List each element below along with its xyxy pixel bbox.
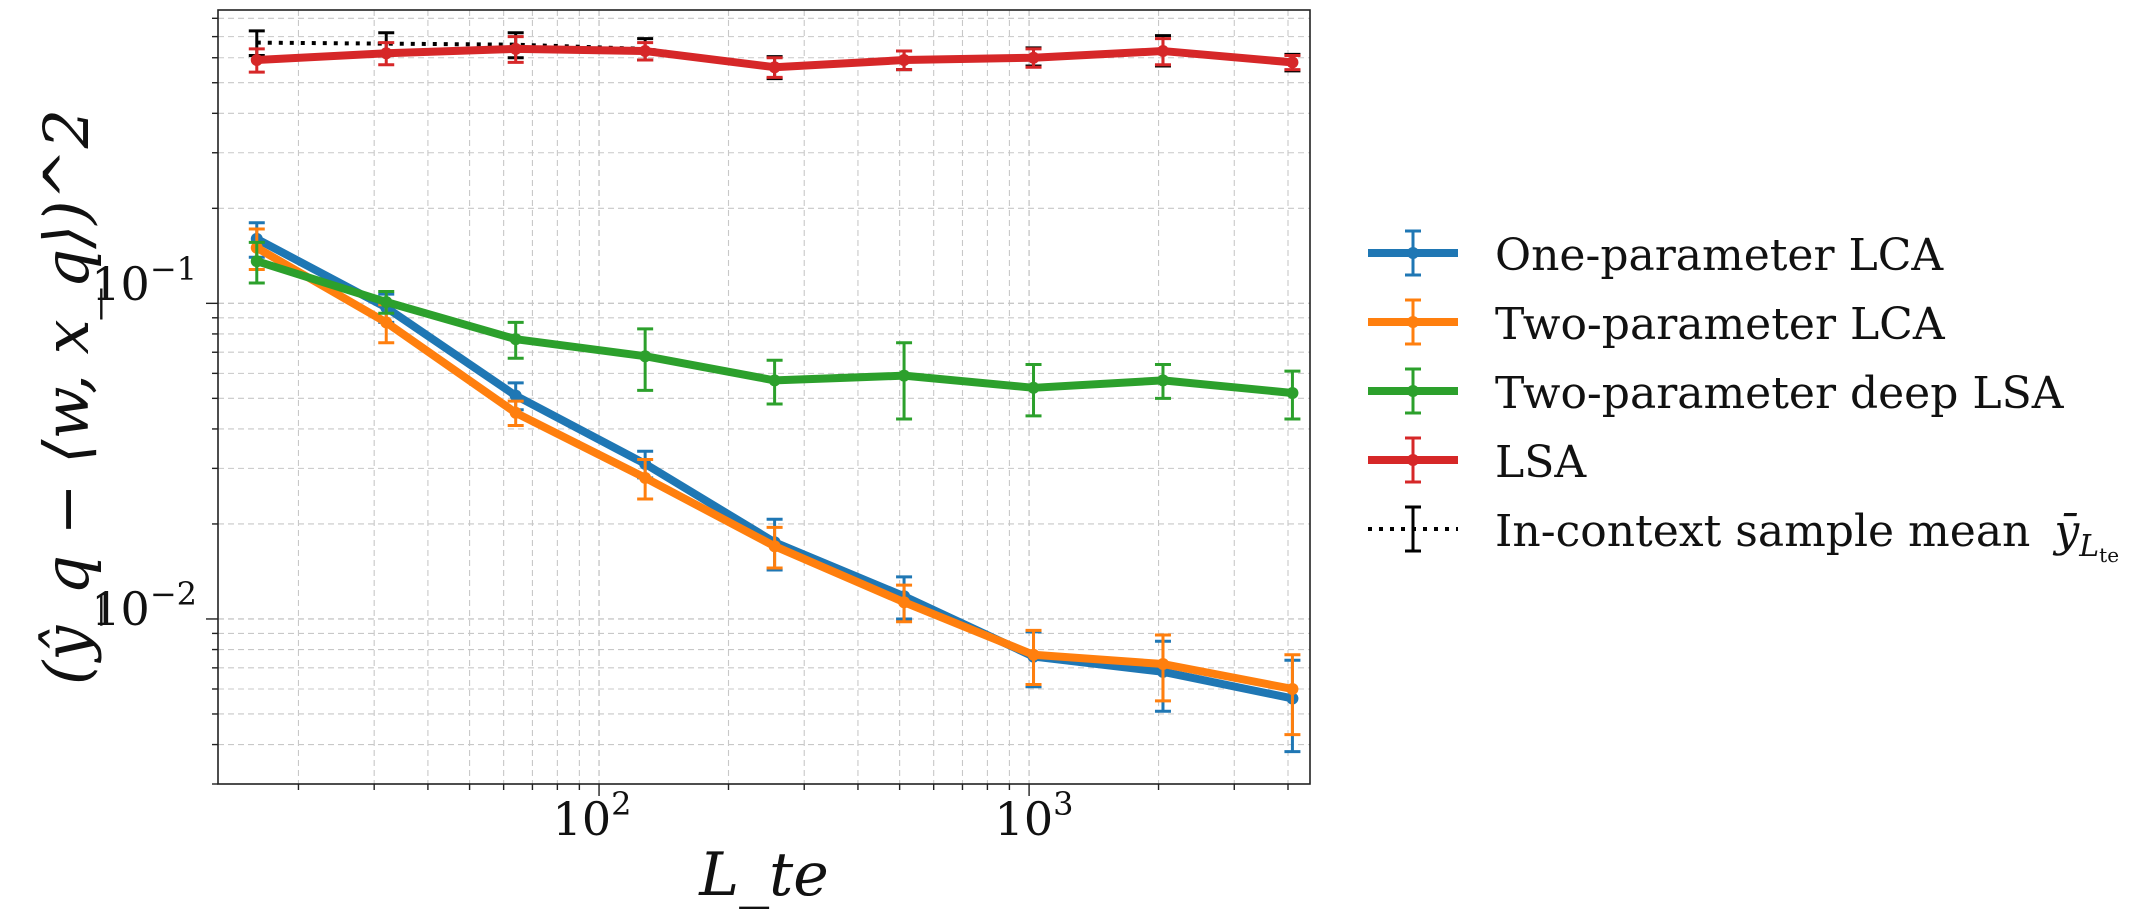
- data-point: [250, 255, 263, 268]
- legend-label-in-context-sample-mean: In-context sample mean: [1495, 506, 2030, 557]
- data-point: [1027, 51, 1040, 64]
- data-point: [1156, 45, 1169, 58]
- legend: One-parameter LCA Two-parameter LCA Two-…: [1368, 229, 2119, 567]
- legend-entry-two-parameter-lca: Two-parameter LCA: [1368, 298, 1946, 350]
- x-tick-label-1000: 103: [995, 785, 1074, 846]
- data-point: [1027, 648, 1040, 661]
- svg-text:103: 103: [995, 785, 1074, 846]
- x-tick-1000-base: 10: [995, 792, 1054, 846]
- legend-symbol-subsub: te: [2099, 543, 2119, 567]
- data-point: [898, 369, 911, 382]
- series-lsa: [248, 35, 1301, 79]
- legend-entry-two-parameter-deep-lsa: Two-parameter deep LSA: [1368, 367, 2065, 419]
- legend-entry-one-parameter-lca: One-parameter LCA: [1368, 229, 1944, 281]
- legend-entry-in-context-sample-mean: In-context sample mean ȳLte: [1368, 505, 2119, 567]
- data-point: [1156, 374, 1169, 387]
- legend-label-one-parameter-lca: One-parameter LCA: [1495, 230, 1944, 281]
- legend-swatch: [1368, 436, 1458, 484]
- legend-marker: [1407, 316, 1419, 328]
- data-point: [380, 295, 393, 308]
- data-point: [509, 333, 522, 346]
- data-point: [768, 61, 781, 74]
- x-tick-100-exp: 2: [611, 785, 631, 823]
- data-point: [898, 596, 911, 609]
- x-tick-1000-exp: 3: [1053, 785, 1073, 823]
- y-tick-label-0.1: 10−1: [91, 250, 197, 311]
- y-tick-0.01-exp: −2: [150, 575, 197, 613]
- data-point: [768, 540, 781, 553]
- data-point: [250, 54, 263, 67]
- legend-symbol-base: ȳ: [2052, 506, 2080, 557]
- series-two-parameter-lca: [248, 227, 1301, 737]
- x-axis-label: L_te: [698, 840, 828, 910]
- data-point: [1286, 682, 1299, 695]
- legend-label-two-parameter-deep-lsa: Two-parameter deep LSA: [1495, 368, 2065, 419]
- data-point: [639, 350, 652, 363]
- axis-ticks: [206, 17, 1289, 796]
- y-tick-0.01-base: 10: [91, 582, 150, 636]
- legend-swatch: [1368, 505, 1458, 553]
- data-point: [639, 471, 652, 484]
- data-point: [1286, 56, 1299, 69]
- data-point: [1286, 386, 1299, 399]
- legend-symbol-sub: L: [2078, 529, 2099, 564]
- data-point: [639, 45, 652, 58]
- data-point: [898, 54, 911, 67]
- svg-text:102: 102: [553, 785, 632, 846]
- data-point: [380, 47, 393, 60]
- series-two-parameter-deep-lsa: [248, 240, 1301, 421]
- data-point: [509, 42, 522, 55]
- y-tick-0.1-exp: −1: [150, 250, 197, 288]
- legend-label-lsa: LSA: [1495, 437, 1587, 488]
- svg-text:10−2: 10−2: [91, 575, 197, 636]
- series-layer: [248, 29, 1301, 754]
- legend-marker: [1407, 385, 1419, 397]
- svg-text:10−1: 10−1: [91, 250, 197, 311]
- svg-text:In-context sample mean: In-context sample mean ȳLte: [1495, 506, 2119, 567]
- legend-label-two-parameter-lca: Two-parameter LCA: [1495, 299, 1946, 350]
- legend-entry-lsa: LSA: [1368, 436, 1587, 488]
- legend-swatch: [1368, 367, 1458, 415]
- plot-frame: [217, 9, 1311, 785]
- legend-marker: [1407, 454, 1419, 466]
- y-tick-0.1-base: 10: [91, 257, 150, 311]
- data-point: [1156, 657, 1169, 670]
- y-tick-label-0.01: 10−2: [91, 575, 197, 636]
- legend-swatch: [1368, 229, 1458, 277]
- data-point: [768, 374, 781, 387]
- x-tick-100-base: 10: [553, 792, 612, 846]
- legend-marker: [1407, 247, 1419, 259]
- data-point: [1027, 381, 1040, 394]
- y-axis-label: (ŷ_q − ⟨w, x_q⟩)^2: [30, 109, 103, 685]
- data-point: [380, 316, 393, 329]
- data-point: [509, 389, 522, 402]
- x-tick-label-100: 102: [553, 785, 632, 846]
- legend-swatch: [1368, 298, 1458, 346]
- data-point: [509, 406, 522, 419]
